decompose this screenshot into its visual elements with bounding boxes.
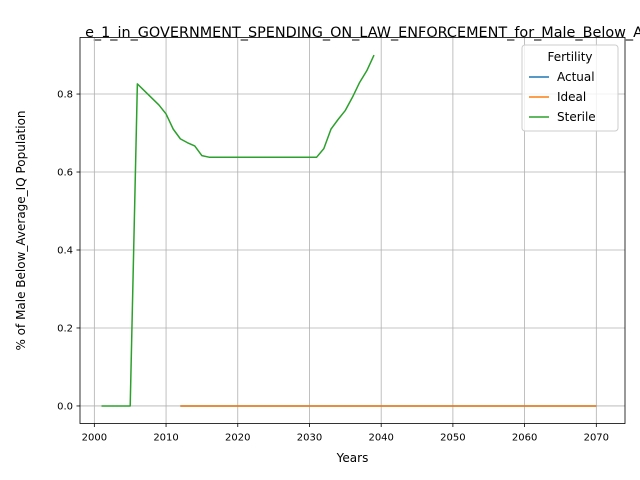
x-tick-label: 2060 — [512, 433, 537, 444]
series-line-sterile — [101, 54, 375, 407]
x-tick-label: 2030 — [297, 433, 322, 444]
x-tick-label: 2070 — [584, 433, 609, 444]
y-tick-label: 0.4 — [57, 246, 73, 257]
legend: Fertility Actual Ideal Sterile — [521, 44, 619, 132]
x-tick-label: 2010 — [153, 433, 178, 444]
y-tick-label: 0.8 — [57, 90, 73, 101]
legend-label-actual: Actual — [557, 70, 595, 84]
x-ticks: 2000 2010 2020 2030 2040 2050 2060 2070 — [82, 423, 609, 444]
x-axis-label: Years — [336, 451, 369, 465]
legend-box — [521, 44, 619, 132]
y-tick-label: 0.0 — [57, 402, 73, 413]
y-ticks: 0.0 0.2 0.4 0.6 0.8 — [57, 90, 80, 413]
legend-label-ideal: Ideal — [557, 90, 586, 104]
series-lines — [101, 54, 597, 407]
y-tick-label: 0.2 — [57, 324, 73, 335]
chart-title: e_1_in_GOVERNMENT_SPENDING_ON_LAW_ENFORC… — [85, 25, 640, 41]
legend-label-sterile: Sterile — [557, 110, 596, 124]
x-tick-label: 2050 — [440, 433, 465, 444]
x-tick-label: 2000 — [82, 433, 107, 444]
x-tick-label: 2040 — [368, 433, 393, 444]
plot-frame — [79, 37, 626, 424]
x-tick-label: 2020 — [225, 433, 250, 444]
legend-title: Fertility — [547, 50, 592, 64]
y-axis-label: % of Male Below_Average_IQ Population — [14, 110, 28, 350]
y-tick-label: 0.6 — [57, 168, 73, 179]
